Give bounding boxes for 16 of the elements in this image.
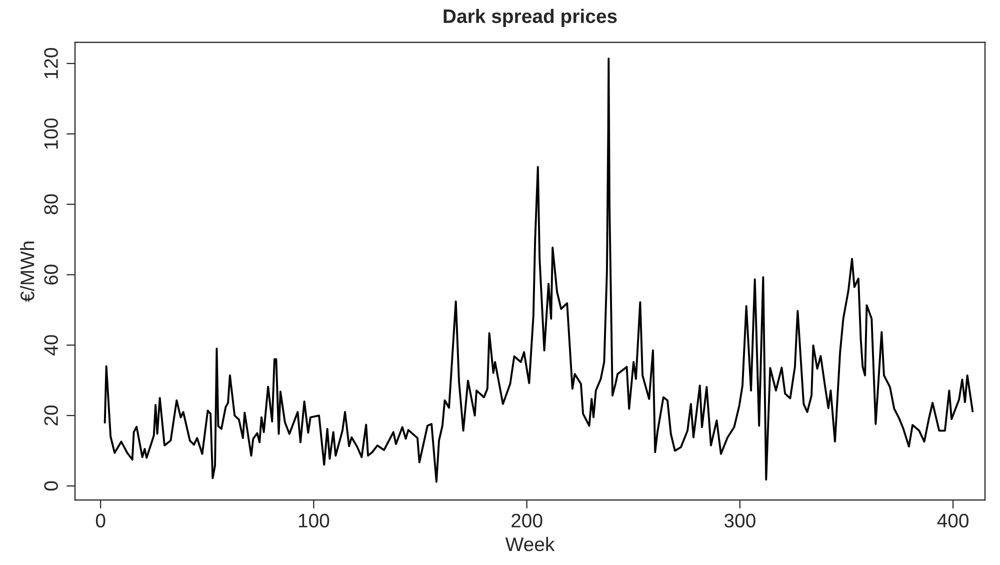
x-tick-label: 200 <box>512 514 542 528</box>
y-tick-label: 80 <box>44 194 58 214</box>
line-series <box>104 58 974 483</box>
y-tick-label: 100 <box>44 118 58 149</box>
x-axis-title: Week <box>505 536 555 552</box>
chart-title: Dark spread prices <box>444 8 617 27</box>
y-tick-label: 120 <box>44 48 58 78</box>
y-tick-label: 0 <box>44 481 58 491</box>
x-tick-label: 0 <box>96 514 106 528</box>
x-tick-label: 300 <box>724 514 756 528</box>
y-tick-label: 60 <box>44 264 58 285</box>
x-tick-label: 100 <box>298 514 330 528</box>
y-tick-label: 40 <box>44 335 58 356</box>
x-tick-label: 400 <box>937 514 968 528</box>
y-tick-label: 20 <box>44 405 58 426</box>
y-axis-title: €/MWh <box>20 242 34 302</box>
